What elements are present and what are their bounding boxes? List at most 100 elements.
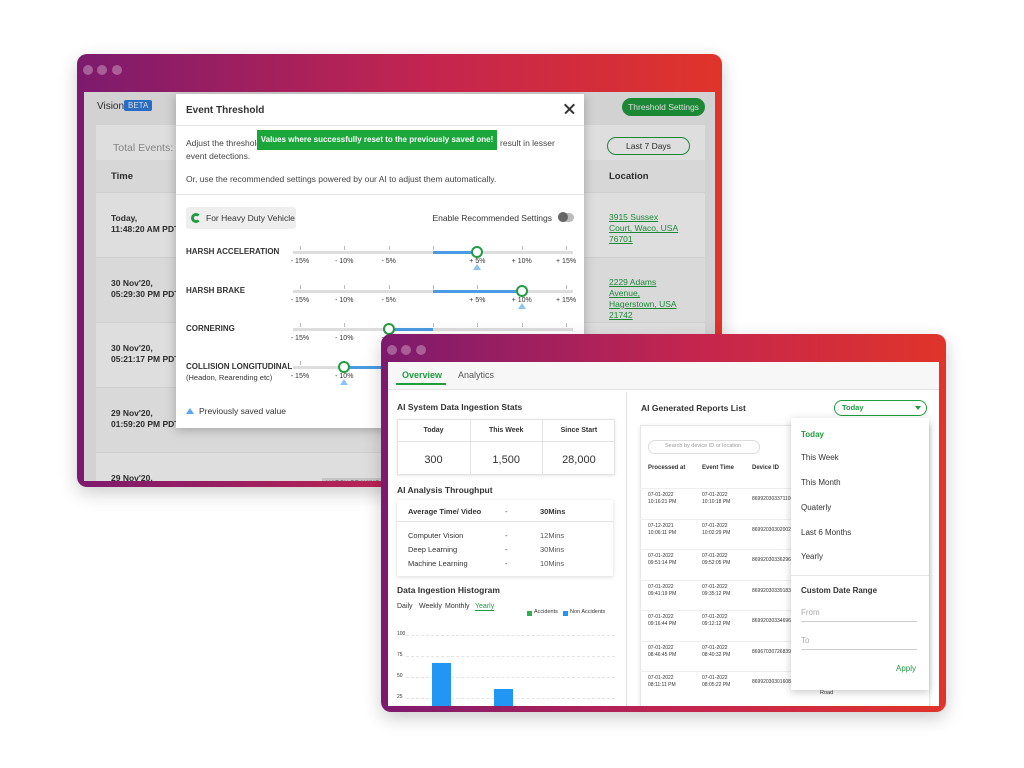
slider-tick-label: + 10% [511, 258, 532, 265]
device-id: 869920303362963 [752, 557, 794, 563]
column-header: Event Time [702, 465, 734, 471]
divider [640, 671, 930, 672]
throughput-value: 30Mins [540, 545, 565, 554]
slider-knob[interactable] [338, 361, 351, 373]
apply-button[interactable]: Apply [896, 664, 917, 673]
histogram-bar [494, 688, 513, 706]
processed-at: 07-01-2022 [648, 675, 674, 681]
range-option[interactable]: Quaterly [801, 503, 832, 512]
stats-title: AI System Data Ingestion Stats [397, 402, 523, 412]
range-dropdown[interactable] [834, 400, 927, 416]
slider-tick [299, 285, 301, 289]
separator: - [505, 559, 508, 568]
app-name: Vision [97, 101, 125, 112]
window-content: Overview Analytics AI System Data Ingestio… [388, 362, 939, 706]
slider-fill [433, 290, 522, 293]
dropdown-caret [915, 406, 921, 410]
row-date: 30 Nov'20, [111, 278, 153, 288]
slider-tick [388, 246, 390, 250]
slider-name: HARSH ACCELERATION [186, 247, 280, 256]
range-option[interactable]: Yearly [801, 552, 823, 561]
event-time: 09:52:05 PM [702, 560, 731, 566]
from-field[interactable]: From [801, 608, 820, 617]
slider-tick [477, 285, 479, 289]
separator: - [505, 507, 508, 516]
slider-tick-label: - 10% [335, 335, 354, 342]
ai-note: Or, use the recommended settings powered… [186, 174, 497, 184]
slider-tick-label: - 10% [335, 297, 354, 304]
range-option[interactable]: This Month [801, 478, 841, 487]
vehicle-button[interactable] [186, 207, 296, 229]
reports-title: AI Generated Reports List [641, 403, 746, 413]
slider-name: CORNERING [186, 324, 235, 333]
divider [640, 549, 930, 550]
y-tick-label: 25 [397, 694, 403, 700]
period-tab[interactable]: Weekly [419, 603, 442, 610]
throughput-value: 12Mins [540, 531, 565, 540]
row-time: 05:21:17 PM PDT [111, 354, 180, 364]
range-option[interactable]: Today [801, 430, 824, 439]
slider-fill [433, 251, 478, 254]
event-time: 10:10:18 PM [702, 499, 731, 505]
saved-marker [517, 303, 526, 309]
range-option[interactable]: This Week [801, 453, 839, 462]
divider [397, 521, 613, 522]
divider [791, 575, 929, 576]
throughput-value: 10Mins [540, 559, 565, 568]
row-location[interactable]: 2229 Adams Avenue, Hagerstown, USA 21742 [609, 277, 677, 320]
saved-marker [473, 264, 482, 270]
range-option[interactable]: Last 6 Months [801, 528, 852, 537]
row-date: 29 Nov'20, [111, 408, 153, 418]
separator: - [505, 531, 508, 540]
throughput-label: Computer Vision [408, 531, 464, 540]
period-tab[interactable]: Yearly [475, 603, 495, 611]
to-field[interactable]: To [801, 636, 810, 645]
processed-at: 07-01-2022 [648, 614, 674, 620]
event-time: 07-01-2022 [702, 553, 728, 559]
device-id: 869920303371106 [752, 496, 794, 502]
window-dot [401, 345, 411, 355]
period-tab[interactable]: Monthly [445, 603, 470, 610]
event-time: 09:12:12 PM [702, 621, 731, 627]
tab[interactable]: Analytics [458, 370, 495, 380]
slider-tick [344, 285, 346, 289]
stat-value: 28,000 [562, 454, 596, 466]
slider-subtitle: (Headon, Rearending etc) [186, 373, 273, 382]
date-filter[interactable]: Last 7 Days [607, 137, 690, 155]
toggle-label: Enable Recommended Settings [432, 213, 552, 223]
device-id: 869920303346966 [752, 618, 794, 624]
slider-fill [388, 328, 433, 331]
processed-at: 07-01-2022 [648, 644, 674, 651]
vehicle-label: For Heavy Duty Vehicle [206, 213, 295, 223]
slider-tick-label: + 5% [469, 258, 486, 265]
processed-at: 07-12-2021 [648, 522, 674, 529]
device-id: 869920303020027 [752, 526, 794, 533]
toggle[interactable] [558, 212, 574, 222]
divider [640, 640, 930, 642]
slider-tick [299, 323, 301, 327]
range-menu: Today This Week This Month Quaterly Last 6 M… [791, 418, 929, 690]
toast: Values where successfully reset to the p… [257, 130, 497, 150]
slider-tick-label: - 15% [290, 335, 310, 342]
slider-tick [344, 323, 346, 327]
row-location[interactable]: 3915 Sussex Court, Waco, USA 76701 [609, 212, 679, 244]
processed-at: 10:16:21 PM [648, 499, 677, 505]
saved-marker [340, 379, 349, 385]
event-time: 07-01-2022 [702, 522, 728, 529]
divider [640, 610, 930, 611]
slider-knob[interactable] [471, 246, 484, 258]
legend-swatch [527, 611, 532, 616]
processed-at: 07-01-2022 [648, 583, 674, 590]
slider-tick-label: - 10% [335, 373, 354, 380]
column-header: Processed at [648, 465, 686, 471]
period-tab[interactable]: Daily [397, 603, 413, 610]
tab-bar [388, 362, 939, 390]
tab[interactable]: Overview [402, 370, 443, 380]
close-button[interactable] [563, 103, 575, 115]
grid-line [406, 635, 615, 636]
event-time: 07-01-2022 [702, 644, 728, 651]
slider-name: COLLISION LONGITUDINAL [186, 362, 293, 371]
slider-knob[interactable] [515, 285, 528, 297]
threshold-button[interactable]: Threshold Settings [622, 98, 705, 116]
